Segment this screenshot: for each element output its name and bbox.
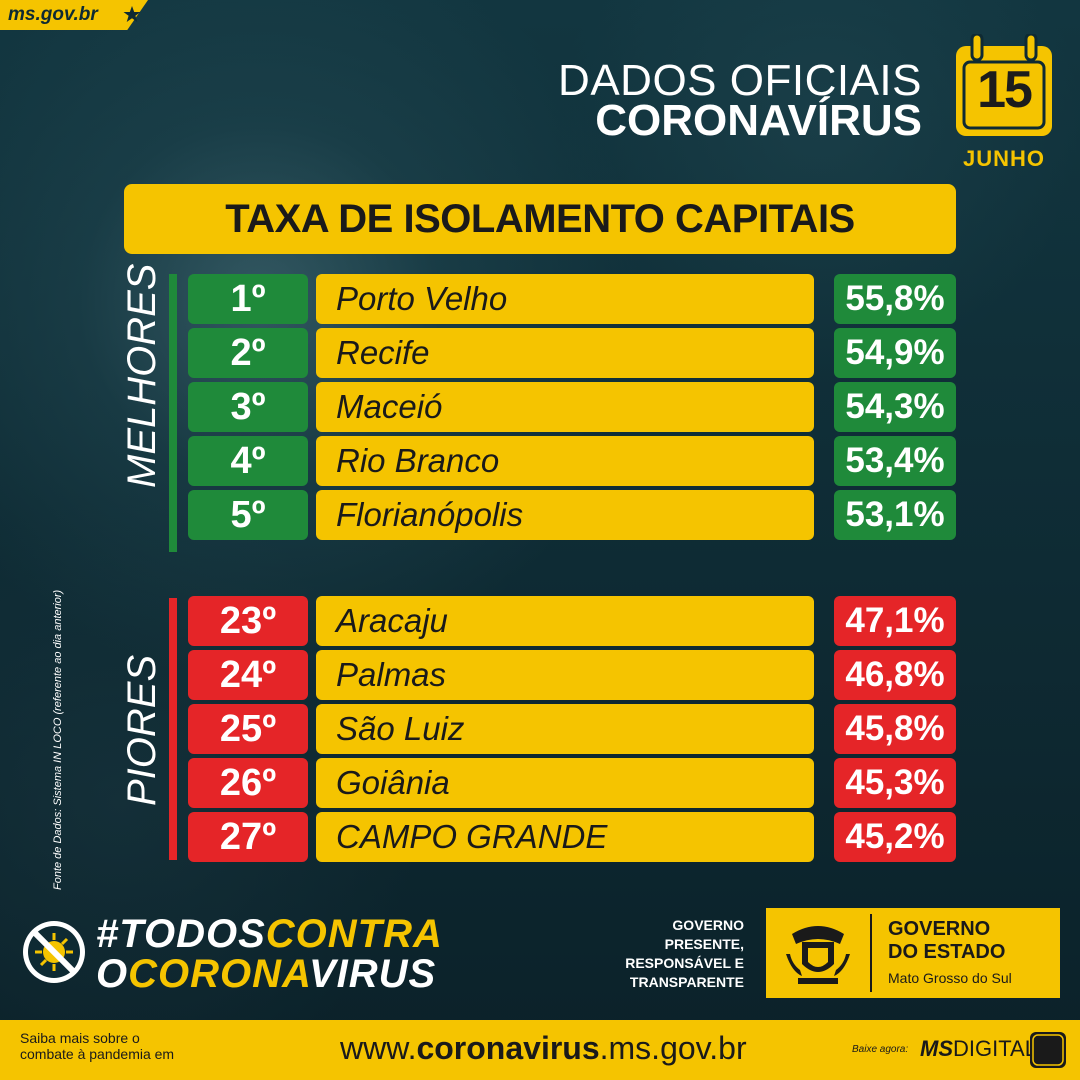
rank-badge: 3º xyxy=(188,382,308,432)
city-name: Maceió xyxy=(316,382,814,432)
site-tag-label: ms.gov.br xyxy=(8,4,98,25)
rank-badge: 5º xyxy=(188,490,308,540)
app-download-label: Baixe agora: xyxy=(852,1044,909,1055)
best-section-bar xyxy=(169,274,177,552)
city-name: Porto Velho xyxy=(316,274,814,324)
rank-badge: 4º xyxy=(188,436,308,486)
list-item: 26º Goiânia 45,3% xyxy=(188,758,956,808)
gov-slogan-line: GOVERNO xyxy=(672,917,744,933)
city-name: Goiânia xyxy=(316,758,814,808)
url-part: www. xyxy=(340,1030,417,1066)
rate-value: 54,3% xyxy=(834,382,956,432)
list-item: 23º Aracaju 47,1% xyxy=(188,596,956,646)
url-part: .ms.gov.br xyxy=(599,1030,747,1066)
source-note: Fonte de Dados: Sistema IN LOCO (referen… xyxy=(52,589,64,890)
gov-logo-divider xyxy=(870,914,872,992)
header-title-line2: CORONAVÍRUS xyxy=(595,96,922,145)
list-item: 4º Rio Branco 53,4% xyxy=(188,436,956,486)
gov-slogan: GOVERNO PRESENTE, RESPONSÁVEL E TRANSPAR… xyxy=(584,916,744,992)
site-tag[interactable]: ms.gov.br xyxy=(0,0,148,30)
url-part: coronavirus xyxy=(416,1030,600,1066)
rank-badge: 27º xyxy=(188,812,308,862)
list-item: 27º CAMPO GRANDE 45,2% xyxy=(188,812,956,862)
footer-url-link[interactable]: www.coronavirus.ms.gov.br xyxy=(340,1030,747,1067)
rate-value: 53,1% xyxy=(834,490,956,540)
footer-info-line: Saiba mais sobre o xyxy=(20,1030,140,1046)
star-icon xyxy=(123,6,141,22)
worst-section-label: PIORES xyxy=(120,654,164,806)
gov-title-line: DO ESTADO xyxy=(888,941,1006,963)
gov-title: GOVERNO DO ESTADO xyxy=(888,918,1005,964)
calendar-month: JUNHO xyxy=(962,146,1045,171)
rank-badge: 23º xyxy=(188,596,308,646)
campaign-hashtag: #TODOSCONTRA OCORONAVIRUS xyxy=(96,914,443,994)
app-name-part: MS xyxy=(920,1036,953,1061)
rate-value: 47,1% xyxy=(834,596,956,646)
best-list: 1º Porto Velho 55,8% 2º Recife 54,9% 3º … xyxy=(188,274,956,544)
list-item: 2º Recife 54,9% xyxy=(188,328,956,378)
worst-list: 23º Aracaju 47,1% 24º Palmas 46,8% 25º S… xyxy=(188,596,956,866)
app-icon[interactable] xyxy=(1030,1032,1066,1068)
rate-value: 53,4% xyxy=(834,436,956,486)
worst-section-bar xyxy=(169,598,177,860)
app-name-part: DIGITAL xyxy=(953,1036,1037,1061)
campaign-word: VIRUS xyxy=(308,952,437,996)
city-name: Aracaju xyxy=(316,596,814,646)
list-item: 25º São Luiz 45,8% xyxy=(188,704,956,754)
campaign-word: O xyxy=(96,952,129,996)
list-item: 24º Palmas 46,8% xyxy=(188,650,956,700)
gov-subtitle: Mato Grosso do Sul xyxy=(888,970,1012,986)
rate-value: 55,8% xyxy=(834,274,956,324)
best-section-label: MELHORES xyxy=(120,263,164,489)
campaign-word: #TODOS xyxy=(96,912,266,956)
rate-value: 45,8% xyxy=(834,704,956,754)
page-title: TAXA DE ISOLAMENTO CAPITAIS xyxy=(124,184,956,254)
city-name: CAMPO GRANDE xyxy=(316,812,814,862)
rank-badge: 24º xyxy=(188,650,308,700)
footer-info-line: combate à pandemia em xyxy=(20,1046,175,1062)
gov-slogan-line: PRESENTE, xyxy=(664,936,744,952)
rank-badge: 2º xyxy=(188,328,308,378)
calendar-icon xyxy=(956,34,1052,136)
campaign-word: CONTRA xyxy=(265,912,443,956)
rank-badge: 25º xyxy=(188,704,308,754)
gov-slogan-line: TRANSPARENTE xyxy=(629,974,744,990)
no-virus-icon xyxy=(23,921,85,983)
city-name: Florianópolis xyxy=(316,490,814,540)
rate-value: 46,8% xyxy=(834,650,956,700)
footer-info: Saiba mais sobre o combate à pandemia em xyxy=(20,1030,174,1062)
rank-badge: 26º xyxy=(188,758,308,808)
city-name: Palmas xyxy=(316,650,814,700)
rate-value: 45,3% xyxy=(834,758,956,808)
footer-bar xyxy=(0,1020,1080,1080)
gov-title-line: GOVERNO xyxy=(888,918,991,940)
header-title-line1: DADOS OFICIAIS xyxy=(558,56,922,105)
calendar-day: 15 xyxy=(977,61,1033,119)
app-name-link[interactable]: MSDIGITAL xyxy=(920,1036,1037,1062)
app-logo-icon xyxy=(1032,1034,1064,1066)
rank-badge: 1º xyxy=(188,274,308,324)
rate-value: 54,9% xyxy=(834,328,956,378)
list-item: 1º Porto Velho 55,8% xyxy=(188,274,956,324)
coat-of-arms-icon xyxy=(786,926,850,984)
list-item: 5º Florianópolis 53,1% xyxy=(188,490,956,540)
list-item: 3º Maceió 54,3% xyxy=(188,382,956,432)
rate-value: 45,2% xyxy=(834,812,956,862)
city-name: Recife xyxy=(316,328,814,378)
gov-slogan-line: RESPONSÁVEL E xyxy=(625,955,744,971)
city-name: São Luiz xyxy=(316,704,814,754)
city-name: Rio Branco xyxy=(316,436,814,486)
campaign-word: CORONA xyxy=(128,952,309,996)
